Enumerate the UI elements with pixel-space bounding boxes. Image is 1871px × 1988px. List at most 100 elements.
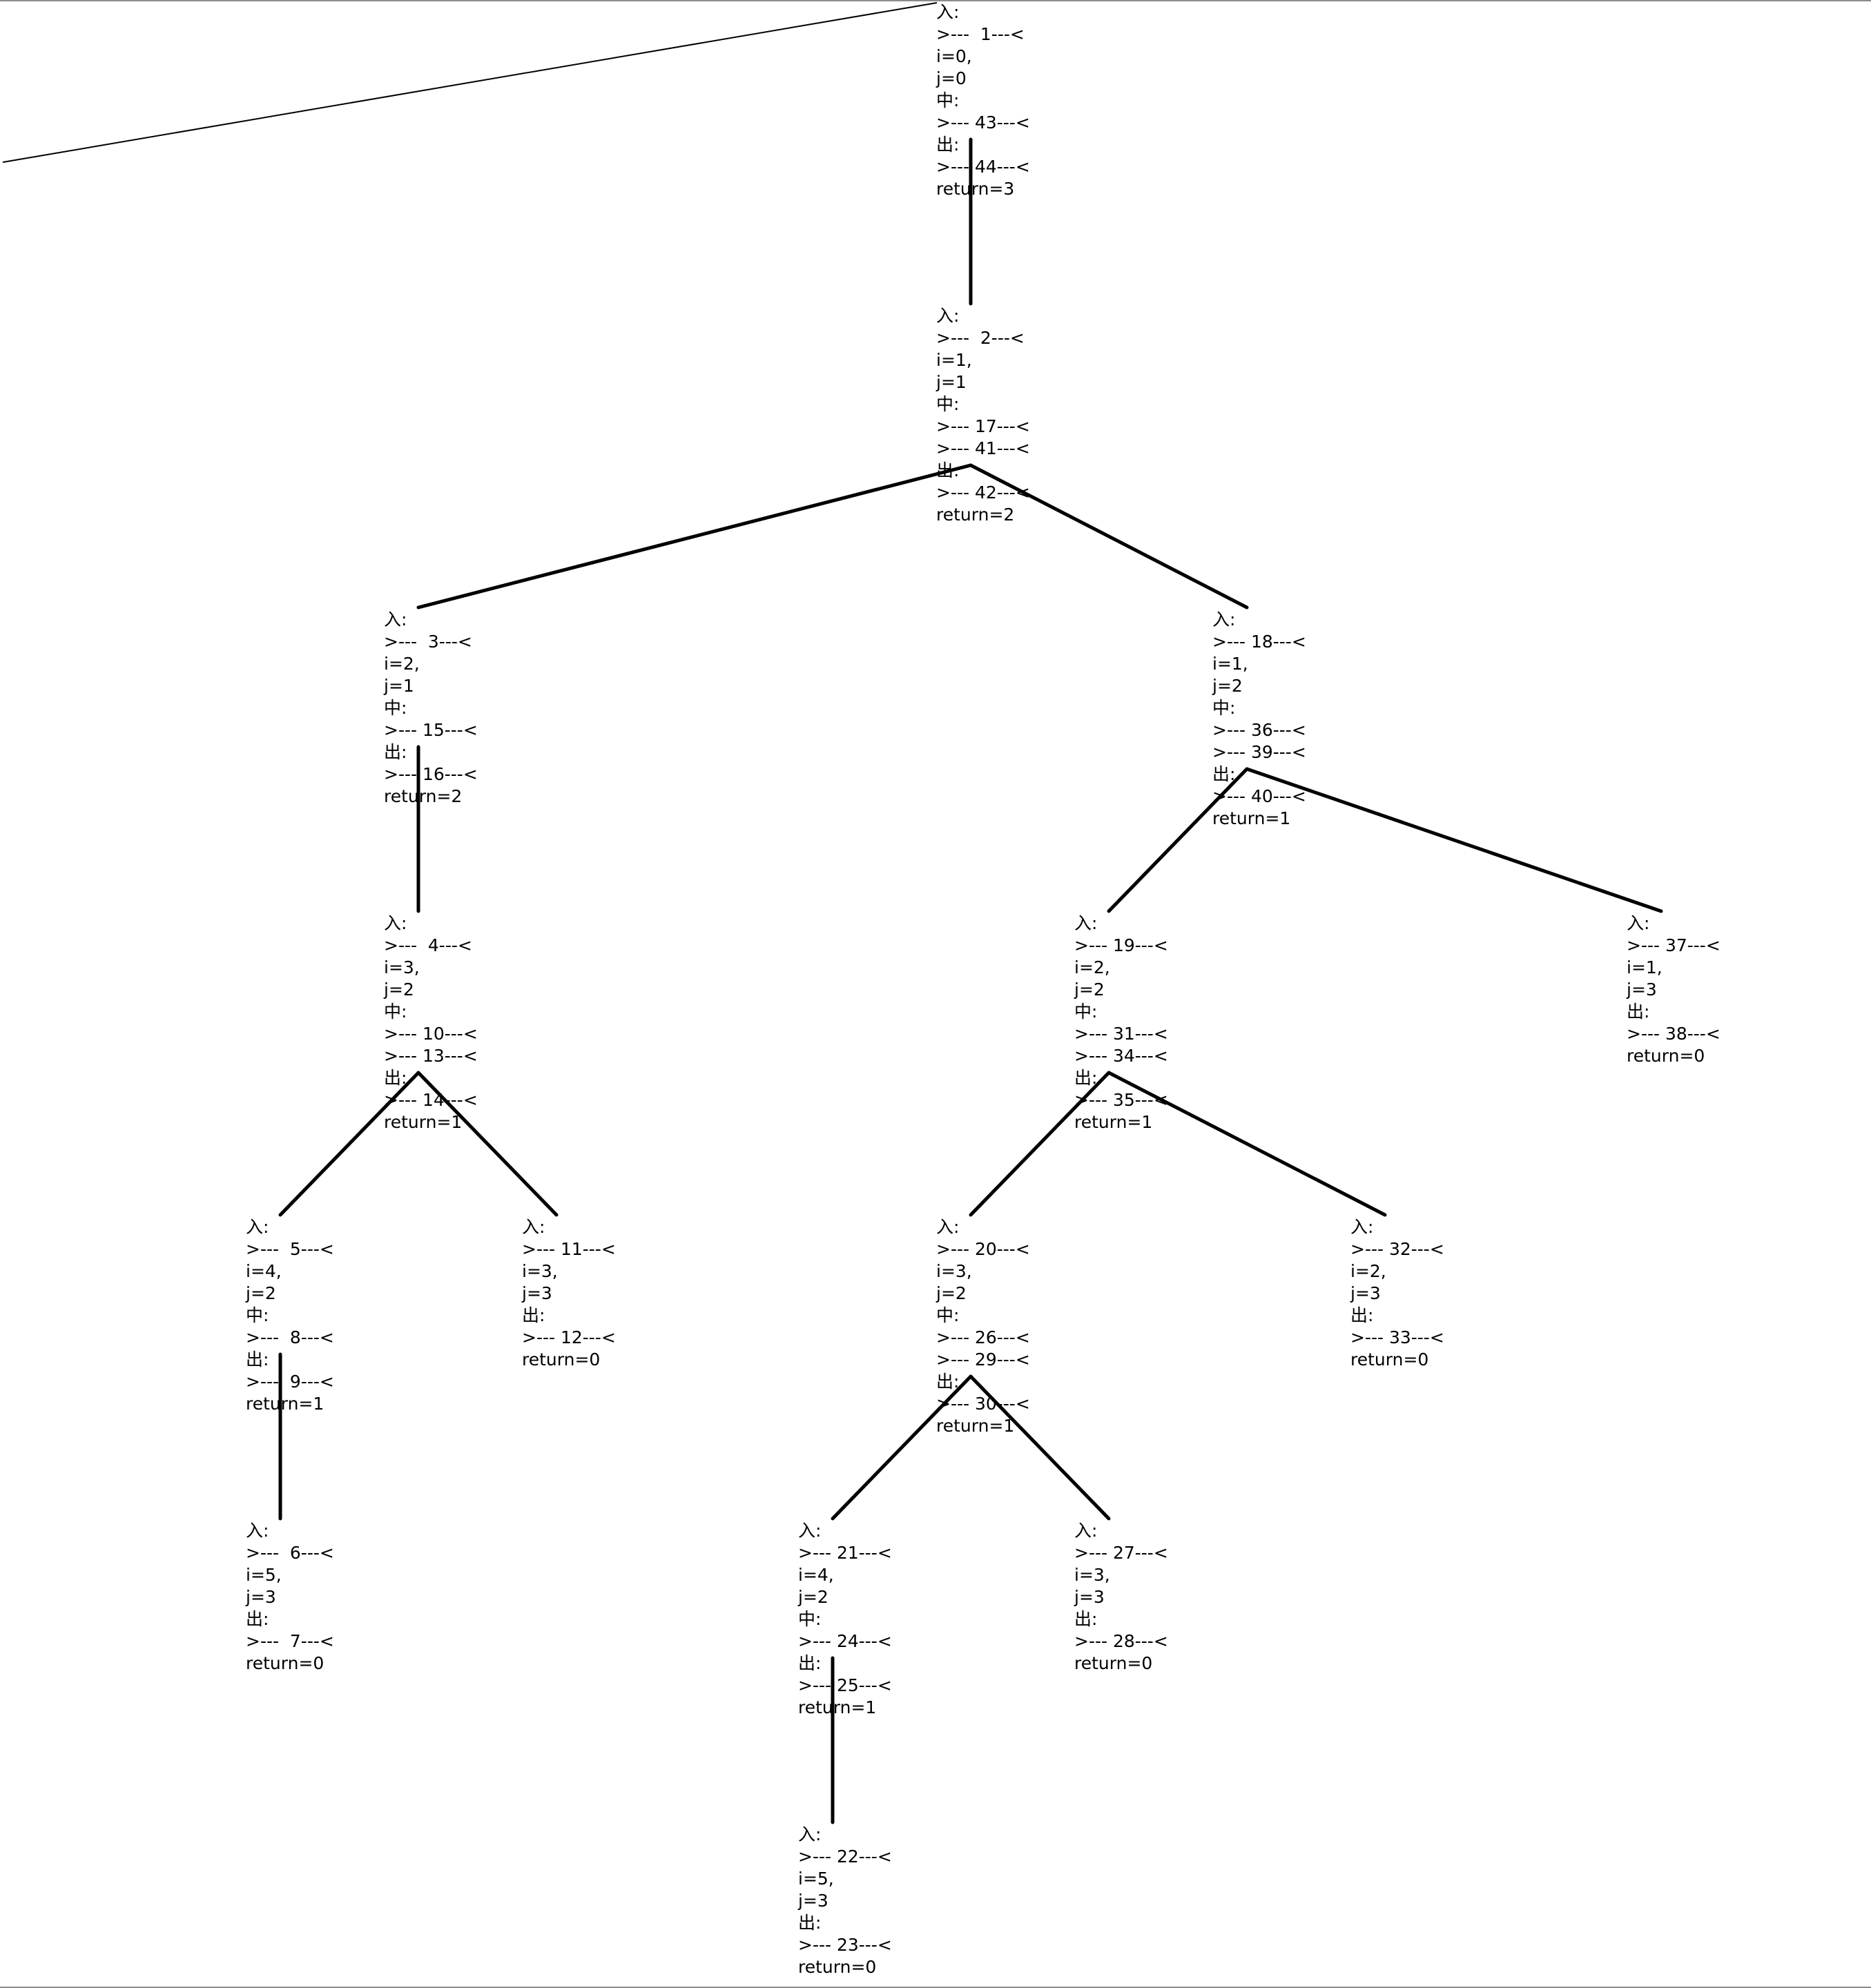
edge-n2-n3 [416,463,973,610]
node-line: 入: [384,610,407,630]
node-line: >--- 27---< [1074,1543,1168,1563]
node-line: >--- 3---< [384,632,472,652]
node-line: 入: [936,1217,960,1237]
node-line: >--- 41---< [936,438,1030,458]
node-line: return=1 [1074,1112,1153,1132]
edge-n18-n37 [1245,767,1663,913]
node-line: >--- 2---< [936,328,1025,348]
node-line: j=3 [1074,1587,1105,1607]
node-line: >--- 6---< [246,1543,334,1563]
node-line: >--- 18---< [1212,632,1306,652]
node-line: return=1 [1212,808,1291,828]
edge-n4-n11 [416,1071,559,1217]
node-line: i=5, [798,1869,834,1889]
node-line: i=3, [936,1261,972,1281]
node-line: 出: [246,1349,269,1370]
node-line: 出: [1350,1305,1374,1325]
node-line: 中: [936,1305,960,1325]
node-line: >--- 13---< [384,1046,478,1066]
node-line: return=1 [384,1112,463,1132]
node-4: 入: >--- 4---< i=3, j=2 中: >--- 10---< >--- 13-… [384,913,550,1133]
node-line: >--- 26---< [936,1327,1030,1347]
node-37: 入: >--- 37---< i=1, j=3 出: >--- 38---< return=… [1627,913,1792,1067]
node-line: j=3 [522,1283,552,1303]
node-line: 中: [936,90,960,110]
node-line: >--- 44---< [936,157,1030,177]
node-line: 出: [1212,764,1236,784]
node-line: >--- 22---< [798,1846,892,1867]
node-line: >--- 16---< [384,764,478,784]
node-20: 入: >--- 20---< i=3, j=2 中: >--- 26---< >--- 29… [936,1216,1102,1437]
stray-line [2,2,938,163]
node-line: >--- 30---< [936,1394,1030,1414]
node-line: >--- 11---< [522,1239,616,1259]
node-line: >--- 32---< [1350,1239,1444,1259]
node-line: return=0 [1074,1653,1153,1673]
node-19: 入: >--- 19---< i=2, j=2 中: >--- 31---< >--- 34… [1074,913,1240,1133]
node-3: 入: >--- 3---< i=2, j=1 中: >--- 15---< 出: >--- 1… [384,609,550,808]
node-line: >--- 19---< [1074,935,1168,955]
node-line: 入: [1350,1217,1374,1237]
node-22: 入: >--- 22---< i=5, j=3 出: >--- 23---< return=… [798,1824,964,1978]
node-line: 入: [246,1521,269,1541]
node-line: i=2, [1350,1261,1386,1281]
node-line: j=2 [1212,676,1243,696]
node-11: 入: >--- 11---< i=3, j=3 出: >--- 12---< return=… [522,1216,688,1371]
edge-n2-n18 [969,463,1249,610]
node-line: j=2 [246,1283,276,1303]
node-line: >--- 40---< [1212,786,1306,806]
node-18: 入: >--- 18---< i=1, j=2 中: >--- 36---< >--- 39… [1212,609,1378,830]
node-line: >--- 24---< [798,1631,892,1651]
node-line: i=3, [1074,1565,1110,1585]
node-line: 出: [936,460,960,480]
edge-n19-n32 [1107,1071,1387,1217]
node-21: 入: >--- 21---< i=4, j=2 中: >--- 24---< 出: >--- … [798,1520,964,1719]
node-6: 入: >--- 6---< i=5, j=3 出: >--- 7---< return=0 [246,1520,411,1675]
node-line: >--- 7---< [246,1631,334,1651]
node-line: j=2 [384,980,414,1000]
node-line: >--- 1---< [936,24,1025,44]
node-line: 中: [798,1609,822,1629]
node-line: 出: [522,1305,545,1325]
node-line: 入: [1627,913,1650,933]
node-line: i=2, [384,654,420,674]
node-line: >--- 20---< [936,1239,1030,1259]
node-2: 入: >--- 2---< i=1, j=1 中: >--- 17---< >--- 41-… [936,305,1102,526]
node-line: i=1, [1627,957,1662,977]
node-line: j=0 [936,68,967,88]
node-line: 出: [246,1609,269,1629]
node-line: 入: [522,1217,545,1237]
node-line: 出: [384,742,407,762]
node-line: >--- 43---< [936,113,1030,133]
node-line: 出: [1627,1002,1650,1022]
node-line: >--- 33---< [1350,1327,1444,1347]
node-line: j=2 [936,1283,967,1303]
node-line: >--- 31---< [1074,1024,1168,1044]
node-line: i=0, [936,46,972,66]
edge-n20-n27 [969,1374,1111,1521]
node-line: 中: [384,698,407,718]
node-line: 出: [936,1372,960,1392]
node-line: 入: [1074,1521,1098,1541]
node-line: 出: [1074,1609,1098,1629]
node-line: >--- 9---< [246,1372,334,1392]
node-line: return=1 [798,1697,877,1717]
node-line: >--- 38---< [1627,1024,1720,1044]
node-line: 中: [384,1002,407,1022]
node-line: 出: [936,135,960,155]
node-line: 入: [936,2,960,22]
edge-n19-n20 [969,1071,1111,1217]
node-32: 入: >--- 32---< i=2, j=3 出: >--- 33---< return=… [1350,1216,1516,1371]
node-line: j=2 [1074,980,1105,1000]
node-line: j=3 [1350,1283,1381,1303]
node-line: return=1 [936,1416,1015,1436]
node-27: 入: >--- 27---< i=3, j=3 出: >--- 28---< return=… [1074,1520,1240,1675]
node-line: >--- 17---< [936,416,1030,436]
node-line: 入: [798,1521,822,1541]
node-line: 出: [798,1913,822,1933]
node-line: 入: [246,1217,269,1237]
edge-n4-n5 [278,1071,420,1217]
node-line: >--- 42---< [936,483,1030,503]
